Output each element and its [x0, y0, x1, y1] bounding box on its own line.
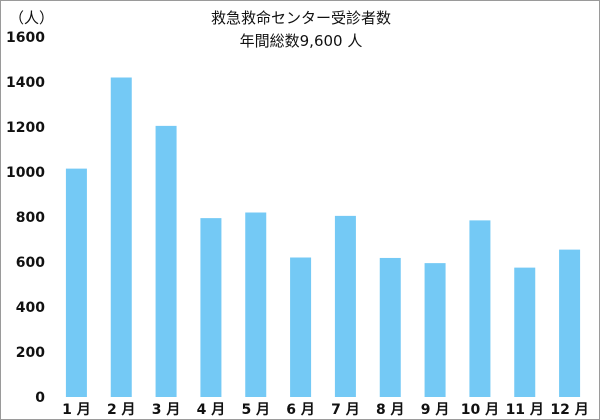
x-tick-label: 4 月 — [197, 402, 226, 418]
y-tick-label: 1400 — [6, 75, 45, 91]
bar — [334, 215, 356, 397]
bar — [155, 125, 177, 397]
bar — [200, 218, 222, 397]
x-tick-labels: 1 月 2 月 3 月 4 月 5 月 6 月 7 月 8 月 9 月 10 月 11 月 12 月 — [62, 402, 589, 418]
x-tick-label: 5 月 — [241, 402, 270, 418]
x-tick-label: 12 月 — [550, 402, 588, 418]
bar — [379, 257, 401, 397]
chart-title-block: 救急救命センター受診者数 年間総数9,600 人 — [1, 7, 600, 53]
x-tick-label: 8 月 — [376, 402, 405, 418]
bar — [424, 263, 446, 397]
bar — [65, 168, 87, 397]
x-tick-label: 1 月 — [62, 402, 91, 418]
y-tick-label: 400 — [16, 300, 45, 316]
x-tick-label: 9 月 — [421, 402, 450, 418]
x-tick-label: 10 月 — [461, 402, 499, 418]
y-tick-label: 1200 — [6, 120, 45, 136]
x-tick-label: 6 月 — [286, 402, 315, 418]
x-tick-label: 3 月 — [152, 402, 181, 418]
bar — [290, 257, 312, 397]
y-tick-label: 1000 — [6, 165, 45, 181]
y-tick-label: 200 — [16, 345, 45, 361]
y-tick-label: 600 — [16, 255, 45, 271]
bar — [514, 267, 536, 397]
y-tick-labels: 0 200 400 600 800 1000 1200 1400 1600 — [6, 30, 45, 406]
bar — [110, 77, 132, 397]
x-tick-label: 7 月 — [331, 402, 360, 418]
chart-title: 救急救命センター受診者数 — [210, 9, 391, 27]
bar — [559, 249, 581, 397]
x-tick-label: 2 月 — [107, 402, 136, 418]
y-tick-label: 0 — [35, 390, 45, 406]
y-tick-label: 800 — [16, 210, 45, 226]
y-axis-unit-label: （人） — [9, 9, 55, 27]
chart-subtitle: 年間総数9,600 人 — [239, 32, 363, 50]
bars — [65, 77, 581, 397]
bar — [245, 212, 267, 397]
x-tick-label: 11 月 — [506, 402, 544, 418]
y-tick-label: 1600 — [6, 30, 45, 46]
bar — [469, 220, 491, 397]
